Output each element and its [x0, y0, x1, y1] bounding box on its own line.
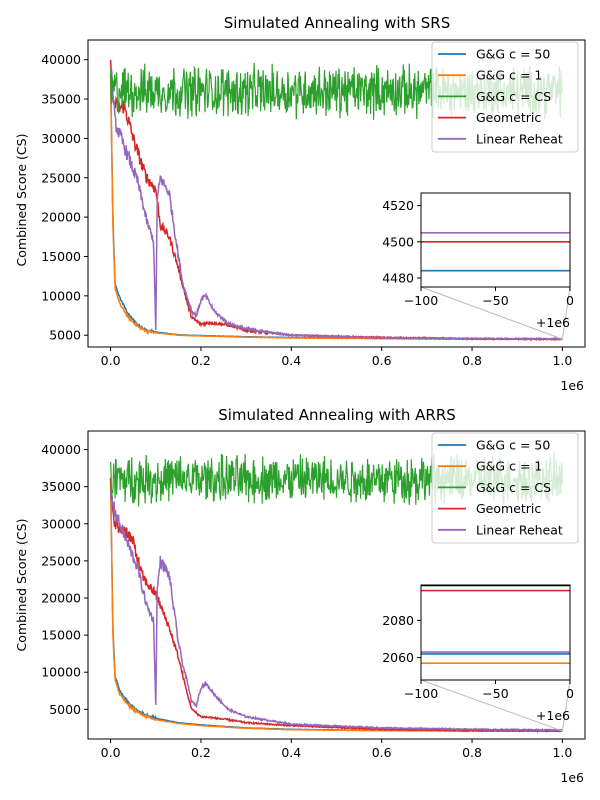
chart-panel-srs: Simulated Annealing with SRS Combined Sc… — [14, 14, 586, 393]
x-tick-label: 0.2 — [191, 745, 211, 760]
inset-y-tick-label: 4520 — [382, 198, 414, 213]
y-tick-label: 20000 — [41, 590, 81, 605]
inset-zoom: −100 −50 0 4480 4500 4520 +1e6 — [382, 192, 574, 340]
x-tick-label: 0.6 — [372, 353, 392, 368]
y-axis-label: Combined Score (CS) — [14, 134, 29, 267]
x-tick-label: 0.4 — [281, 745, 301, 760]
inset-connector — [561, 286, 571, 340]
inset-x-tick-label: −50 — [482, 293, 508, 308]
plot-area: 0.0 0.2 0.4 0.6 0.8 1.0 5000 10000 15000 20000 250… — [41, 39, 586, 368]
legend-entry: G&G c = CS — [476, 89, 551, 104]
axes-frame — [87, 39, 586, 348]
x-tick-label: 1.0 — [552, 353, 572, 368]
inset-y-tick-label: 2080 — [382, 613, 414, 628]
y-tick-label: 10000 — [41, 665, 81, 680]
chart-panel-arrs: Simulated Annealing with ARRS Combined S… — [14, 406, 586, 785]
y-tick-label: 5000 — [49, 328, 81, 343]
legend-entry: Linear Reheat — [476, 131, 563, 146]
x-offset-label: 1e6 — [560, 770, 584, 785]
legend-entry: G&G c = 50 — [476, 47, 550, 62]
legend-entry: G&G c = 1 — [476, 459, 542, 474]
legend-entry: G&G c = 1 — [476, 68, 542, 83]
inset-y-tick-label: 2060 — [382, 650, 414, 665]
axes-frame — [87, 430, 586, 740]
x-tick-label: 0.8 — [462, 353, 482, 368]
y-tick-label: 35000 — [41, 92, 81, 107]
inset-zoom: −100 −50 0 2060 2080 +1e6 — [382, 584, 574, 732]
series-lines — [109, 59, 563, 342]
inset-connector — [420, 286, 563, 340]
inset-x-offset-label: +1e6 — [536, 315, 570, 330]
inset-background — [421, 585, 570, 680]
inset-x-tick-label: −100 — [404, 293, 438, 308]
x-tick-label: 0.2 — [191, 353, 211, 368]
inset-x-tick-label: −50 — [482, 686, 508, 701]
legend-entry: Linear Reheat — [476, 522, 563, 537]
x-offset-label: 1e6 — [560, 378, 584, 393]
legend-entry: G&G c = 50 — [476, 438, 550, 453]
inset-connector — [561, 679, 571, 732]
x-tick-label: 0.6 — [372, 745, 392, 760]
series-line-linear_reheat — [109, 68, 563, 342]
y-tick-label: 25000 — [41, 553, 81, 568]
series-line-linear_reheat — [109, 490, 563, 732]
inset-x-tick-label: 0 — [566, 686, 574, 701]
inset-x-tick-label: −100 — [404, 686, 438, 701]
y-tick-label: 20000 — [41, 210, 81, 225]
x-tick-label: 1.0 — [552, 745, 572, 760]
inset-x-offset-label: +1e6 — [536, 708, 570, 723]
x-tick-label: 0.4 — [281, 353, 301, 368]
x-tick-label: 0.0 — [101, 353, 121, 368]
y-tick-label: 30000 — [41, 516, 81, 531]
legend-box — [431, 41, 579, 153]
y-tick-label: 10000 — [41, 288, 81, 303]
inset-background — [421, 193, 570, 287]
y-tick-label: 15000 — [41, 628, 81, 643]
chart-title: Simulated Annealing with ARRS — [218, 406, 456, 424]
legend: G&G c = 50 G&G c = 1 G&G c = CS Geometric Li… — [431, 432, 579, 544]
x-tick-label: 0.0 — [101, 745, 121, 760]
legend-entry: Geometric — [476, 110, 541, 125]
inset-y-tick-label: 4500 — [382, 234, 414, 249]
inset-x-tick-label: 0 — [566, 293, 574, 308]
inset-y-tick-label: 4480 — [382, 270, 414, 285]
y-tick-label: 40000 — [41, 52, 81, 67]
y-tick-label: 5000 — [49, 702, 81, 717]
legend: G&G c = 50 G&G c = 1 G&G c = CS Geometric Li… — [431, 41, 579, 153]
chart-title: Simulated Annealing with SRS — [224, 14, 450, 32]
y-tick-label: 35000 — [41, 479, 81, 494]
legend-box — [431, 432, 579, 544]
y-axis-label: Combined Score (CS) — [14, 519, 29, 652]
y-tick-label: 30000 — [41, 131, 81, 146]
inset-connector — [420, 679, 563, 732]
x-tick-label: 0.8 — [462, 745, 482, 760]
y-tick-label: 40000 — [41, 442, 81, 457]
legend-entry: Geometric — [476, 501, 541, 516]
y-tick-label: 25000 — [41, 170, 81, 185]
plot-area: 0.0 0.2 0.4 0.6 0.8 1.0 5000 10000 15000 20000 250… — [41, 430, 586, 760]
legend-entry: G&G c = CS — [476, 480, 551, 495]
y-tick-label: 15000 — [41, 249, 81, 264]
